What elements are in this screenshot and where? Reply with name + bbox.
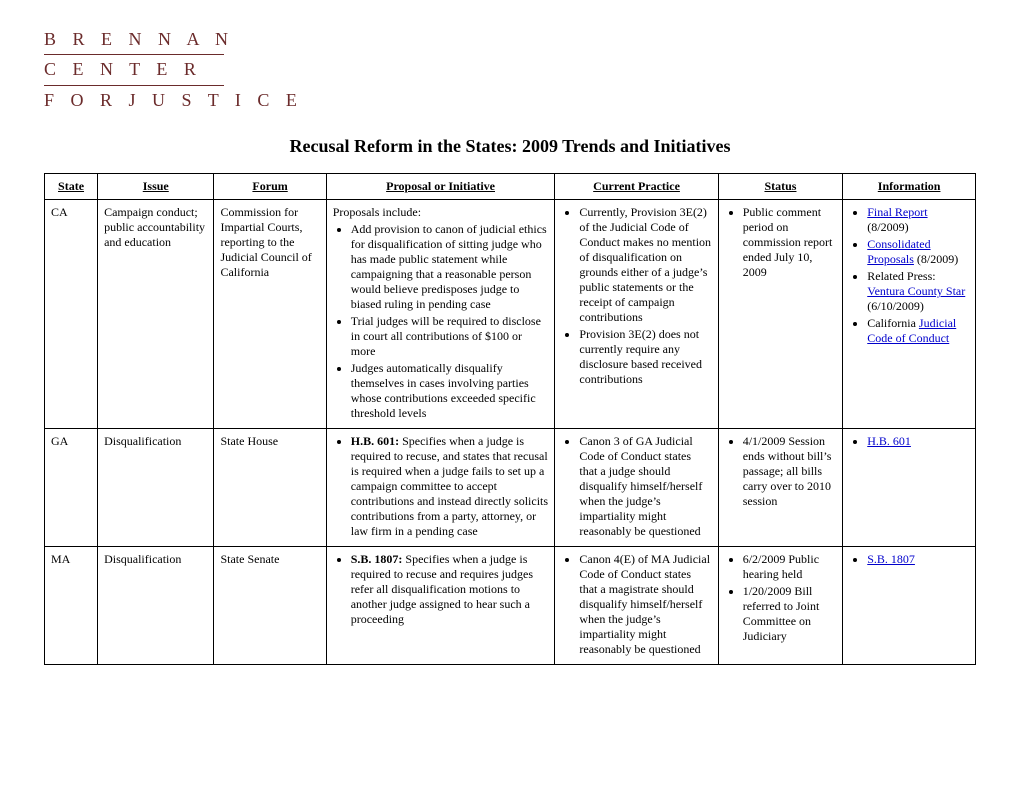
list-item: 1/20/2009 Bill referred to Joint Committ… bbox=[743, 584, 837, 644]
table-row: CACampaign conduct; public accountabilit… bbox=[45, 200, 976, 429]
info-link[interactable]: H.B. 601 bbox=[867, 434, 911, 448]
cell-issue: Campaign conduct; public accountability … bbox=[98, 200, 214, 429]
logo-line-1: B R E N N A N bbox=[44, 28, 976, 51]
logo-line-2: C E N T E R bbox=[44, 58, 976, 81]
proposal-intro: Proposals include: bbox=[333, 205, 549, 220]
list-item: H.B. 601: Specifies when a judge is requ… bbox=[351, 434, 549, 539]
cell-issue: Disqualification bbox=[98, 547, 214, 665]
col-proposal: Proposal or Initiative bbox=[326, 174, 555, 200]
cell-proposal: S.B. 1807: Specifies when a judge is req… bbox=[326, 547, 555, 665]
proposal-bill-label: S.B. 1807: bbox=[351, 552, 403, 566]
col-state: State bbox=[45, 174, 98, 200]
col-issue: Issue bbox=[98, 174, 214, 200]
col-status: Status bbox=[718, 174, 843, 200]
cell-info: S.B. 1807 bbox=[843, 547, 976, 665]
table-row: MADisqualificationState Senate S.B. 1807:… bbox=[45, 547, 976, 665]
cell-info: Final Report (8/2009)Consolidated Propos… bbox=[843, 200, 976, 429]
list-item: H.B. 601 bbox=[867, 434, 969, 449]
cell-status: 6/2/2009 Public hearing held1/20/2009 Bi… bbox=[718, 547, 843, 665]
cell-issue: Disqualification bbox=[98, 429, 214, 547]
logo-rule-1 bbox=[44, 54, 224, 55]
cell-forum: State Senate bbox=[214, 547, 326, 665]
list-item: Canon 4(E) of MA Judicial Code of Conduc… bbox=[579, 552, 711, 657]
list-item: S.B. 1807 bbox=[867, 552, 969, 567]
list-item: California Judicial Code of Conduct bbox=[867, 316, 969, 346]
cell-status: Public comment period on commission repo… bbox=[718, 200, 843, 429]
list-item: Canon 3 of GA Judicial Code of Conduct s… bbox=[579, 434, 711, 539]
list-item: Judges automatically disqualify themselv… bbox=[351, 361, 549, 421]
list-item: Currently, Provision 3E(2) of the Judici… bbox=[579, 205, 711, 325]
cell-state: GA bbox=[45, 429, 98, 547]
list-item: Public comment period on commission repo… bbox=[743, 205, 837, 280]
info-link[interactable]: Ventura County Star bbox=[867, 284, 965, 298]
cell-state: CA bbox=[45, 200, 98, 429]
cell-info: H.B. 601 bbox=[843, 429, 976, 547]
col-practice: Current Practice bbox=[555, 174, 718, 200]
cell-practice: Canon 4(E) of MA Judicial Code of Conduc… bbox=[555, 547, 718, 665]
list-item: Add provision to canon of judicial ethic… bbox=[351, 222, 549, 312]
list-item: 4/1/2009 Session ends without bill’s pas… bbox=[743, 434, 837, 509]
brennan-logo: B R E N N A N C E N T E R F O R J U S T … bbox=[44, 28, 976, 112]
list-item: 6/2/2009 Public hearing held bbox=[743, 552, 837, 582]
info-link[interactable]: Consolidated Proposals bbox=[867, 237, 930, 266]
proposal-bill-label: H.B. 601: bbox=[351, 434, 399, 448]
cell-practice: Currently, Provision 3E(2) of the Judici… bbox=[555, 200, 718, 429]
list-item: S.B. 1807: Specifies when a judge is req… bbox=[351, 552, 549, 627]
list-item: Provision 3E(2) does not currently requi… bbox=[579, 327, 711, 387]
col-forum: Forum bbox=[214, 174, 326, 200]
cell-proposal: H.B. 601: Specifies when a judge is requ… bbox=[326, 429, 555, 547]
recusal-table: State Issue Forum Proposal or Initiative… bbox=[44, 173, 976, 665]
table-row: GADisqualificationState HouseH.B. 601: S… bbox=[45, 429, 976, 547]
logo-line-3: F O R J U S T I C E bbox=[44, 89, 976, 112]
info-link[interactable]: Final Report bbox=[867, 205, 927, 219]
cell-practice: Canon 3 of GA Judicial Code of Conduct s… bbox=[555, 429, 718, 547]
logo-rule-2 bbox=[44, 85, 224, 86]
cell-forum: State House bbox=[214, 429, 326, 547]
col-info: Information bbox=[843, 174, 976, 200]
page-title: Recusal Reform in the States: 2009 Trend… bbox=[44, 136, 976, 157]
cell-status: 4/1/2009 Session ends without bill’s pas… bbox=[718, 429, 843, 547]
list-item: Final Report (8/2009) bbox=[867, 205, 969, 235]
cell-forum: Commission for Impartial Courts, reporti… bbox=[214, 200, 326, 429]
list-item: Consolidated Proposals (8/2009) bbox=[867, 237, 969, 267]
cell-proposal: Proposals include: Add provision to canon… bbox=[326, 200, 555, 429]
list-item: Trial judges will be required to disclos… bbox=[351, 314, 549, 359]
info-link[interactable]: Judicial Code of Conduct bbox=[867, 316, 956, 345]
info-link[interactable]: S.B. 1807 bbox=[867, 552, 915, 566]
table-header-row: State Issue Forum Proposal or Initiative… bbox=[45, 174, 976, 200]
list-item: Related Press: Ventura County Star (6/10… bbox=[867, 269, 969, 314]
cell-state: MA bbox=[45, 547, 98, 665]
